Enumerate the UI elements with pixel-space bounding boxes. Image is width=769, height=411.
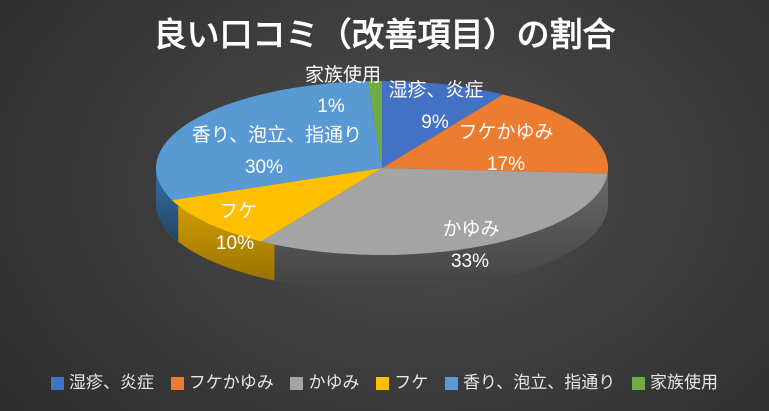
- svg-text:10%: 10%: [216, 233, 254, 254]
- svg-text:フケかゆみ: フケかゆみ: [458, 122, 553, 143]
- svg-text:フケ: フケ: [219, 201, 257, 222]
- svg-text:湿疹、炎症: 湿疹、炎症: [388, 79, 483, 101]
- svg-text:香り、泡立、指通り: 香り、泡立、指通り: [192, 124, 362, 146]
- svg-text:家族使用: 家族使用: [305, 64, 381, 86]
- svg-text:17%: 17%: [487, 154, 525, 175]
- svg-text:30%: 30%: [245, 157, 283, 178]
- svg-text:33%: 33%: [451, 251, 489, 272]
- svg-text:1%: 1%: [317, 96, 345, 117]
- svg-text:かゆみ: かゆみ: [442, 219, 499, 240]
- svg-text:9%: 9%: [421, 112, 449, 133]
